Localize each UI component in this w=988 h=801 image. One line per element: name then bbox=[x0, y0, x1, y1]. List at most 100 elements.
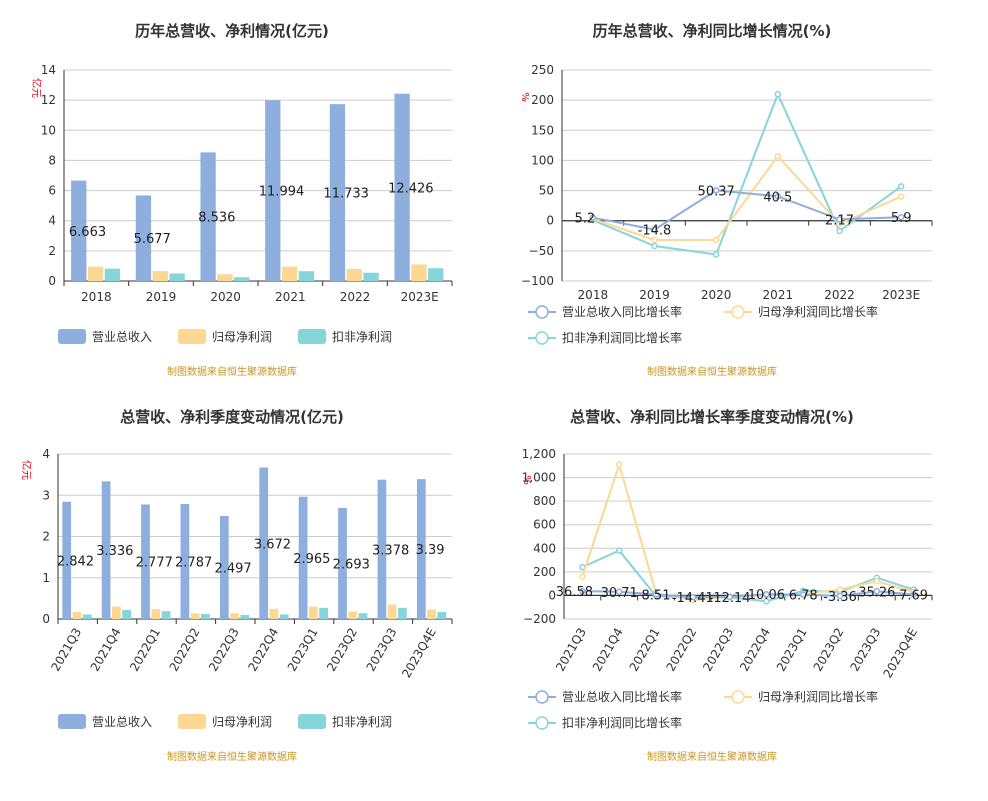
legend-swatch[interactable] bbox=[178, 714, 206, 729]
series-point-0 bbox=[836, 216, 843, 223]
x-tick-label: 2022Q2 bbox=[167, 626, 203, 674]
bar-2 bbox=[104, 268, 121, 281]
bar-1 bbox=[87, 266, 104, 281]
data-label: 40.5 bbox=[763, 190, 792, 205]
bar-0 bbox=[394, 93, 410, 281]
data-label: 6.78 bbox=[789, 589, 818, 604]
legend-marker bbox=[535, 331, 549, 345]
x-tick-label: 2023Q2 bbox=[324, 626, 360, 674]
x-tick-label: 2019 bbox=[146, 290, 177, 304]
series-point-1 bbox=[774, 152, 782, 160]
data-label: 2.17 bbox=[825, 213, 854, 228]
series-point-1 bbox=[873, 578, 881, 585]
y-tick-label: 4 bbox=[42, 447, 50, 461]
quarterly-revenue-profit-chart: 总营收、净利季度变动情况(亿元) 亿元 0 1 2 3 4 2021Q3 2021Q4 2022Q… bbox=[0, 390, 494, 801]
bar-1 bbox=[190, 613, 200, 619]
y-tick-label: 1 bbox=[42, 571, 50, 585]
data-label: 5.2 bbox=[574, 212, 595, 227]
series-point-0 bbox=[652, 591, 660, 598]
x-tick-label: 2022Q1 bbox=[627, 626, 663, 674]
data-label: -12.14 bbox=[709, 591, 751, 606]
x-tick-label: 2022Q2 bbox=[663, 626, 699, 674]
data-label: 3.39 bbox=[416, 543, 445, 558]
series-point-1 bbox=[579, 573, 586, 580]
x-tick-label: 2022Q4 bbox=[245, 626, 281, 674]
legend-marker bbox=[535, 690, 549, 704]
y-tick-label: 200 bbox=[533, 565, 556, 579]
bar-0 bbox=[200, 152, 216, 281]
legend-swatch[interactable] bbox=[298, 714, 326, 729]
series-point-2 bbox=[712, 251, 720, 258]
bar-2 bbox=[161, 611, 171, 619]
x-tick-label: 2022 bbox=[340, 290, 371, 304]
bar-0 bbox=[377, 479, 387, 619]
data-label: 2.693 bbox=[333, 557, 370, 572]
series-point-0 bbox=[763, 590, 770, 598]
bar-1 bbox=[217, 274, 233, 281]
bar-1 bbox=[230, 613, 239, 619]
bar-2 bbox=[279, 614, 289, 619]
bar-1 bbox=[111, 606, 121, 619]
data-label: 3.378 bbox=[372, 543, 409, 558]
series-point-0 bbox=[579, 587, 586, 595]
series-point-0 bbox=[651, 226, 658, 233]
legend-label: 扣非净利润 bbox=[332, 330, 392, 344]
bar-1 bbox=[281, 266, 298, 281]
y-tick-label: −50 bbox=[529, 244, 554, 258]
annual-revenue-profit-chart: 历年总营收、净利情况(亿元) 亿元 0 2 4 6 8 10 12 14 2018 2019 2020 2… bbox=[0, 0, 494, 390]
bar-2 bbox=[122, 609, 131, 619]
bar-2 bbox=[240, 614, 250, 619]
y-tick-label: 3 bbox=[42, 488, 50, 502]
y-tick-label: 14 bbox=[41, 63, 56, 77]
legend-label: 营业总收入 bbox=[92, 330, 152, 344]
data-label: 3.672 bbox=[254, 537, 291, 552]
data-label: -3.36 bbox=[823, 590, 857, 605]
x-tick-label: 2023Q3 bbox=[364, 626, 400, 674]
series-point-2 bbox=[615, 547, 623, 554]
legend-label: 扣非净利润 bbox=[332, 715, 392, 729]
source-note: 制图数据来自恒生聚源数据库 bbox=[167, 750, 297, 763]
bar-2 bbox=[298, 271, 315, 281]
series-line-0 bbox=[582, 590, 914, 599]
legend-label: 营业总收入同比增长率 bbox=[562, 689, 682, 704]
x-tick-label: 2022 bbox=[824, 288, 855, 302]
y-tick-label: 200 bbox=[531, 93, 554, 107]
legend-marker bbox=[731, 305, 745, 319]
y-tick-label: 0 bbox=[546, 214, 554, 228]
legend-label: 扣非净利润同比增长率 bbox=[562, 330, 682, 345]
series-line-1 bbox=[581, 461, 914, 602]
legend-swatch[interactable] bbox=[298, 329, 326, 344]
x-tick-label: 2023Q3 bbox=[847, 626, 883, 674]
bar-0 bbox=[71, 180, 87, 281]
legend-swatch[interactable] bbox=[58, 714, 86, 729]
series-point-1 bbox=[897, 193, 905, 200]
bar-0 bbox=[180, 504, 190, 619]
y-unit-label: % bbox=[521, 475, 532, 485]
legend-label: 归母净利润 bbox=[212, 715, 272, 729]
bar-2 bbox=[428, 268, 444, 281]
legend-swatch[interactable] bbox=[178, 329, 206, 344]
data-label: 35.26 bbox=[858, 585, 895, 600]
bar-2 bbox=[398, 607, 407, 619]
bar-2 bbox=[319, 607, 328, 619]
series-point-1 bbox=[615, 461, 623, 468]
x-tick-label: 2022Q3 bbox=[206, 626, 242, 674]
bar-1 bbox=[427, 609, 436, 619]
x-tick-label: 2023E bbox=[882, 288, 920, 302]
legend-swatch[interactable] bbox=[58, 329, 86, 344]
y-tick-label: 1,200 bbox=[522, 447, 556, 461]
bar-2 bbox=[358, 613, 368, 619]
y-unit-label: % bbox=[519, 92, 530, 102]
bar-2 bbox=[363, 272, 379, 281]
legend-label: 营业总收入同比增长率 bbox=[562, 304, 682, 319]
quarterly-growth-rate-chart: 总营收、净利同比增长率季度变动情况(%)% −200 0 200 400 600 800 1,… bbox=[494, 390, 988, 801]
y-tick-label: 1,000 bbox=[522, 471, 556, 485]
series-point-0 bbox=[726, 593, 733, 601]
legend-marker bbox=[535, 305, 549, 319]
series-point-0 bbox=[712, 187, 720, 194]
annual-growth-rate-chart: 历年总营收、净利同比增长情况(%)% −100 −50 0 50 100 150 200 250… bbox=[494, 0, 988, 390]
y-tick-label: 4 bbox=[48, 214, 56, 228]
legend-marker bbox=[731, 690, 745, 704]
series-point-0 bbox=[873, 588, 881, 595]
data-label: 5.9 bbox=[891, 211, 912, 226]
